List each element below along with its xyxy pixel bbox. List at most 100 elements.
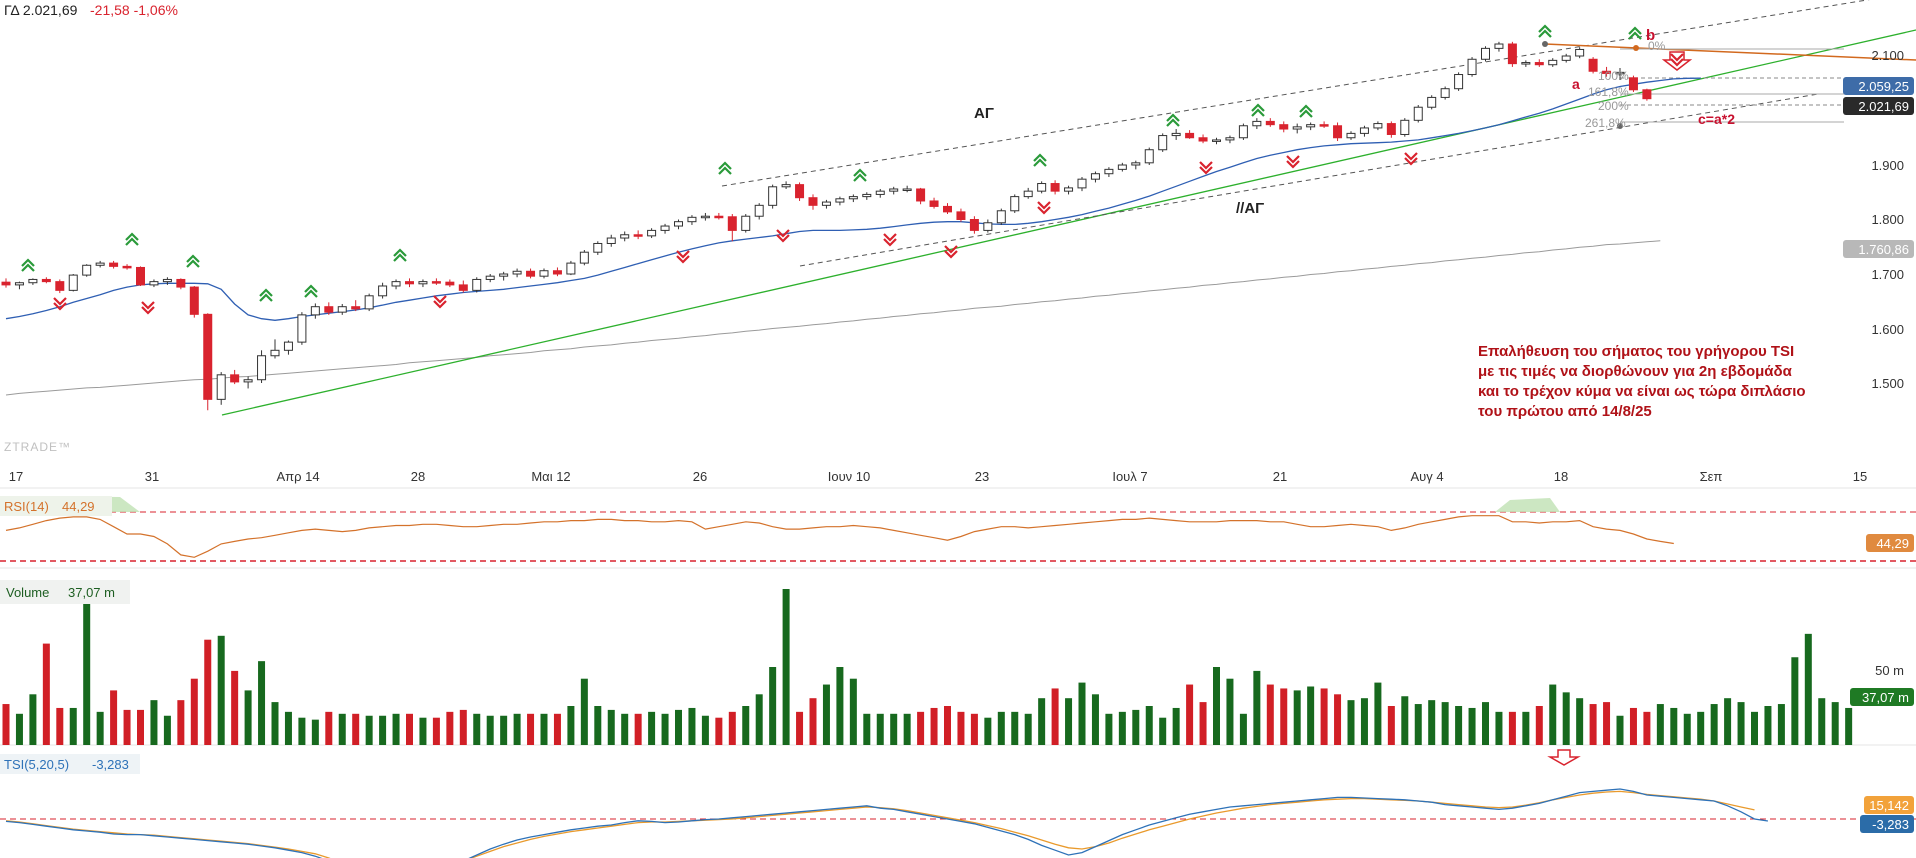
candle-body xyxy=(1615,71,1625,75)
fib-top-line xyxy=(1544,43,1916,61)
candle-body xyxy=(1238,125,1248,139)
candle-92 xyxy=(1238,123,1248,140)
sell-signal-5 xyxy=(883,233,897,247)
volume-bar-134 xyxy=(1804,633,1812,745)
candle-body xyxy=(929,200,939,207)
volume-bar-103 xyxy=(1387,706,1395,745)
candle-28 xyxy=(378,282,388,299)
candle-83 xyxy=(1117,162,1127,172)
candle-body xyxy=(579,251,589,264)
candle-89 xyxy=(1198,134,1208,144)
volume-panel xyxy=(2,589,1853,745)
fib-level-200: 200% xyxy=(1598,99,1629,113)
candle-72 xyxy=(969,216,979,234)
volume-bar-123 xyxy=(1656,704,1664,745)
candle-82 xyxy=(1104,167,1114,177)
volume-bar-36 xyxy=(486,715,494,745)
candle-body xyxy=(230,374,240,383)
channel-lower-line xyxy=(799,93,1819,267)
sell-signal-11 xyxy=(1670,53,1684,67)
volume-bar-54 xyxy=(728,711,736,745)
volume-badge-text: 37,07 m xyxy=(1862,690,1909,705)
volume-bar-17 xyxy=(231,670,239,745)
x-tick-jul7: Ιουλ 7 xyxy=(1112,469,1147,484)
candle-119 xyxy=(1602,66,1612,77)
candle-body xyxy=(1252,120,1262,127)
candle-body xyxy=(28,278,38,284)
candle-12 xyxy=(162,277,172,285)
candle-body xyxy=(593,242,603,253)
x-tick-21: 21 xyxy=(1273,469,1287,484)
candle-14 xyxy=(189,285,199,318)
candle-body xyxy=(297,314,307,343)
candle-7 xyxy=(95,260,105,268)
candle-body xyxy=(1575,48,1585,57)
candle-body xyxy=(41,278,51,283)
candle-75 xyxy=(1010,194,1020,213)
rsi-legend-value: 44,29 xyxy=(62,499,95,514)
volume-bar-109 xyxy=(1468,707,1476,745)
ema-layer xyxy=(5,77,1701,321)
candle-body xyxy=(82,264,92,276)
volume-bar-124 xyxy=(1670,707,1678,745)
tsi-down-arrow-icon xyxy=(1547,749,1581,766)
candle-body xyxy=(1561,55,1571,61)
candle-110 xyxy=(1481,46,1490,62)
note-line-1: Επαλήθευση του σήματος του γρήγορου TSI xyxy=(1478,343,1794,360)
candle-body xyxy=(741,215,751,231)
volume-bar-44 xyxy=(594,706,602,745)
fibonacci-layer xyxy=(1542,41,1916,129)
volume-bar-89 xyxy=(1199,702,1207,745)
candle-62 xyxy=(835,196,845,206)
candle-body xyxy=(1467,58,1477,76)
buy-signal-2 xyxy=(186,254,200,268)
volume-bar-125 xyxy=(1683,713,1691,745)
candle-108 xyxy=(1454,72,1464,91)
candle-body xyxy=(1494,43,1504,49)
volume-bar-49 xyxy=(661,713,669,745)
candle-body xyxy=(1131,162,1141,166)
volume-bar-55 xyxy=(742,706,750,745)
candle-body xyxy=(1521,62,1531,65)
candle-body xyxy=(283,341,293,351)
last-price-badge xyxy=(1843,97,1914,115)
volume-bar-15 xyxy=(204,639,212,745)
candle-body xyxy=(1,281,11,286)
candle-114 xyxy=(1534,59,1544,67)
x-tick-26: 26 xyxy=(693,469,707,484)
candle-116 xyxy=(1561,53,1571,63)
volume-bar-6 xyxy=(83,592,91,745)
volume-bar-68 xyxy=(917,711,925,745)
candle-body xyxy=(1158,135,1168,151)
volume-bar-113 xyxy=(1522,711,1530,745)
candle-77 xyxy=(1037,181,1047,194)
candle-10 xyxy=(136,266,145,286)
candle-body xyxy=(1427,96,1437,108)
sell-signal-4 xyxy=(776,229,790,243)
candle-107 xyxy=(1440,86,1450,100)
x-tick-aug4: Αυγ 4 xyxy=(1410,469,1443,484)
candle-20 xyxy=(270,339,280,359)
volume-bar-110 xyxy=(1482,702,1489,745)
candle-15 xyxy=(203,313,213,411)
volume-bar-21 xyxy=(284,711,292,745)
volume-bar-79 xyxy=(1065,698,1073,745)
candle-69 xyxy=(929,197,939,209)
candle-30 xyxy=(405,278,414,288)
down-arrow-icon xyxy=(1661,51,1693,71)
volume-bar-93 xyxy=(1253,670,1261,745)
volume-bar-77 xyxy=(1038,698,1046,745)
candle-32 xyxy=(431,278,441,285)
sell-signal-3 xyxy=(676,250,690,264)
candle-115 xyxy=(1548,58,1558,67)
sell-signal-0 xyxy=(53,297,67,311)
last-price-badge-text: 2.021,69 xyxy=(1858,99,1909,114)
candle-body xyxy=(902,188,912,191)
candle-17 xyxy=(230,369,240,385)
candle-94 xyxy=(1265,118,1275,127)
candle-body xyxy=(606,237,616,244)
candle-body xyxy=(1064,187,1074,192)
candle-body xyxy=(660,225,670,231)
volume-bar-136 xyxy=(1831,702,1839,745)
